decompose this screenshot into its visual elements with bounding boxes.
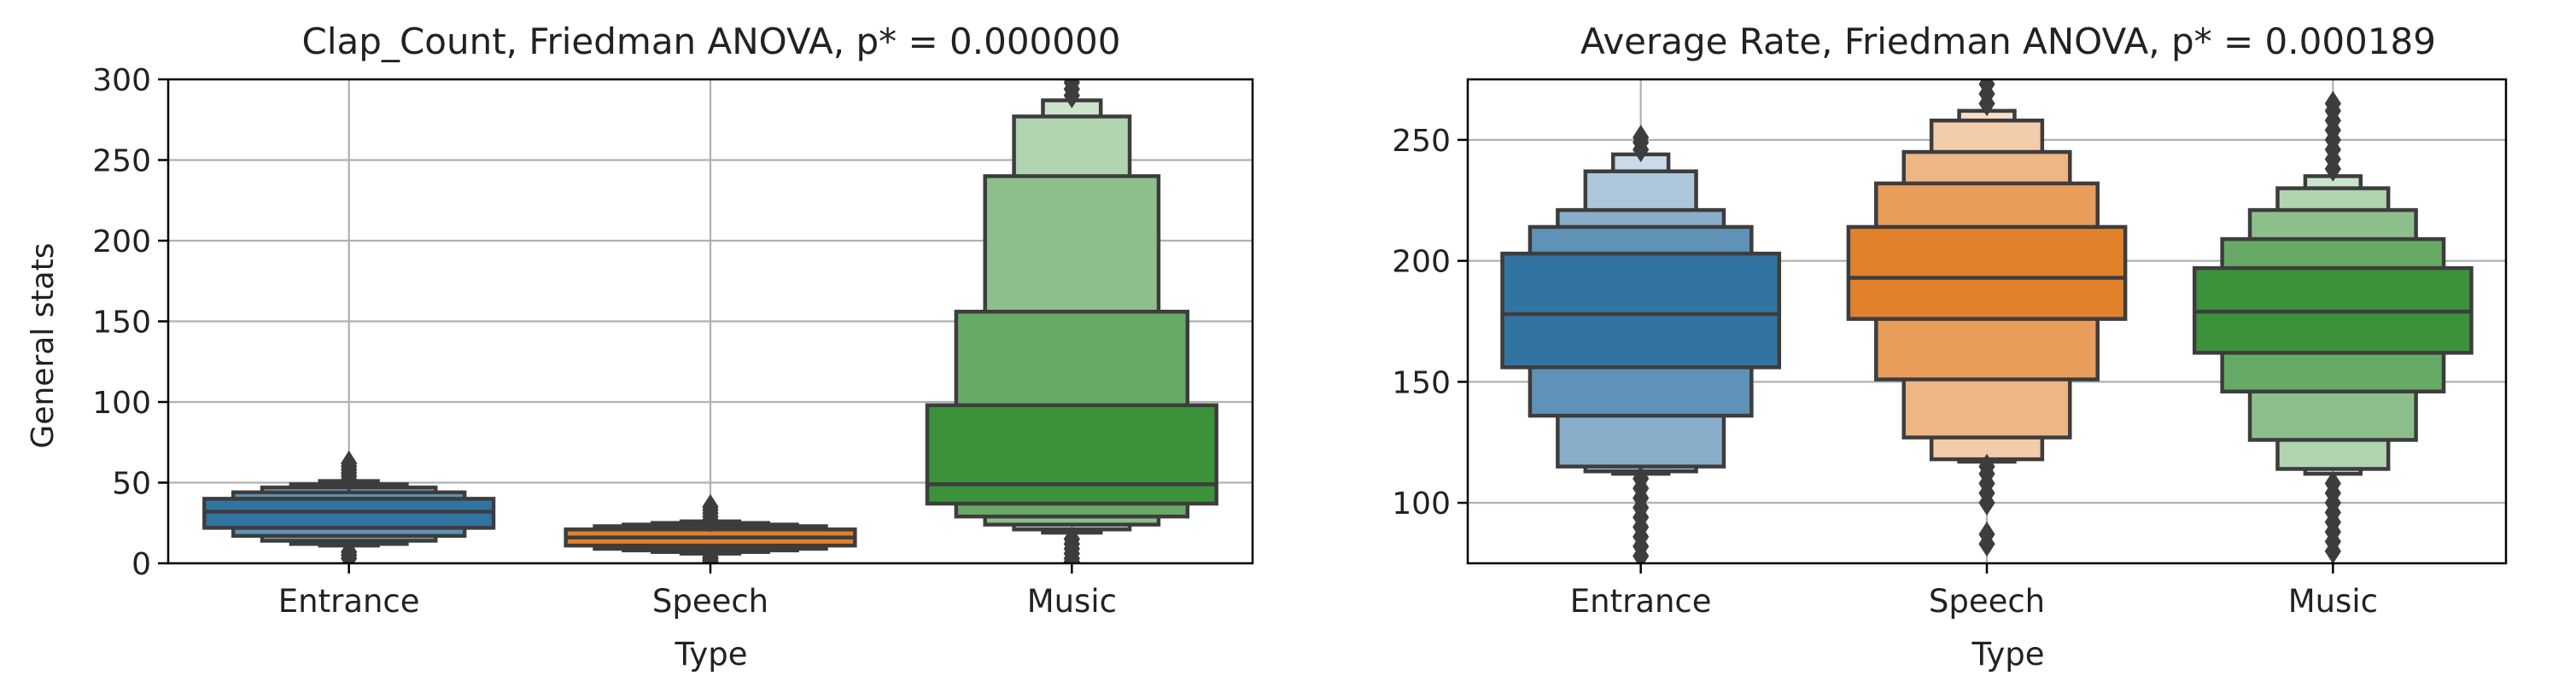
- outlier-point: [341, 450, 358, 476]
- y-tick-label: 200: [92, 224, 151, 259]
- y-tick-label: 50: [112, 467, 151, 502]
- left-chart-ylabel: General stats: [26, 242, 61, 448]
- outlier-point: [1063, 79, 1080, 92]
- left-chart-title: Clap_Count, Friedman ANOVA, p* = 0.00000…: [302, 20, 1121, 62]
- y-tick-label: 250: [92, 144, 151, 179]
- box-level: [1500, 251, 1782, 370]
- right-chart-title: Average Rate, Friedman ANOVA, p* = 0.000…: [1580, 20, 2436, 62]
- x-tick-label: Music: [1027, 583, 1117, 620]
- outlier-point: [1063, 526, 1080, 552]
- x-tick-label: Speech: [652, 583, 768, 620]
- left-chart-plot: 0 50 100 150 200 250 300 Entrance Speech Music: [92, 63, 1254, 620]
- box-level: [1846, 224, 2128, 321]
- outlier-point: [1978, 453, 1995, 480]
- right-chart-xlabel: Type: [1971, 636, 2045, 673]
- right-chart-plot: 100 150 200 250 Entrance Speech Music: [1392, 78, 2508, 620]
- y-tick-label: 100: [92, 386, 151, 421]
- y-tick-label: 300: [92, 63, 151, 98]
- y-tick-label: 100: [1392, 486, 1451, 521]
- outlier-point: [341, 539, 358, 563]
- outlier-point: [702, 544, 719, 563]
- outlier-point: [702, 493, 719, 520]
- x-tick-label: Music: [2288, 583, 2378, 620]
- plot-body: [1500, 79, 2474, 563]
- outlier-point: [2324, 470, 2341, 497]
- outlier-point: [1633, 465, 1650, 492]
- outlier-point: [1633, 125, 1650, 150]
- box-level: [925, 403, 1218, 506]
- plot-body: [202, 79, 1218, 563]
- outlier-point: [2324, 90, 2341, 117]
- y-tick-label: 150: [1392, 365, 1451, 400]
- left-chart-xlabel: Type: [675, 636, 748, 673]
- y-tick-label: 250: [1392, 124, 1451, 159]
- x-tick-label: Entrance: [1570, 583, 1712, 620]
- y-tick-label: 200: [1392, 245, 1451, 280]
- y-tick-label: 150: [92, 306, 151, 341]
- outlier-point: [1978, 521, 1995, 547]
- left-chart: Clap_Count, Friedman ANOVA, p* = 0.00000…: [26, 20, 1254, 673]
- x-tick-label: Entrance: [278, 583, 420, 620]
- y-tick-label: 0: [131, 547, 151, 582]
- right-chart: Average Rate, Friedman ANOVA, p* = 0.000…: [1392, 20, 2508, 673]
- x-tick-label: Speech: [1929, 583, 2045, 620]
